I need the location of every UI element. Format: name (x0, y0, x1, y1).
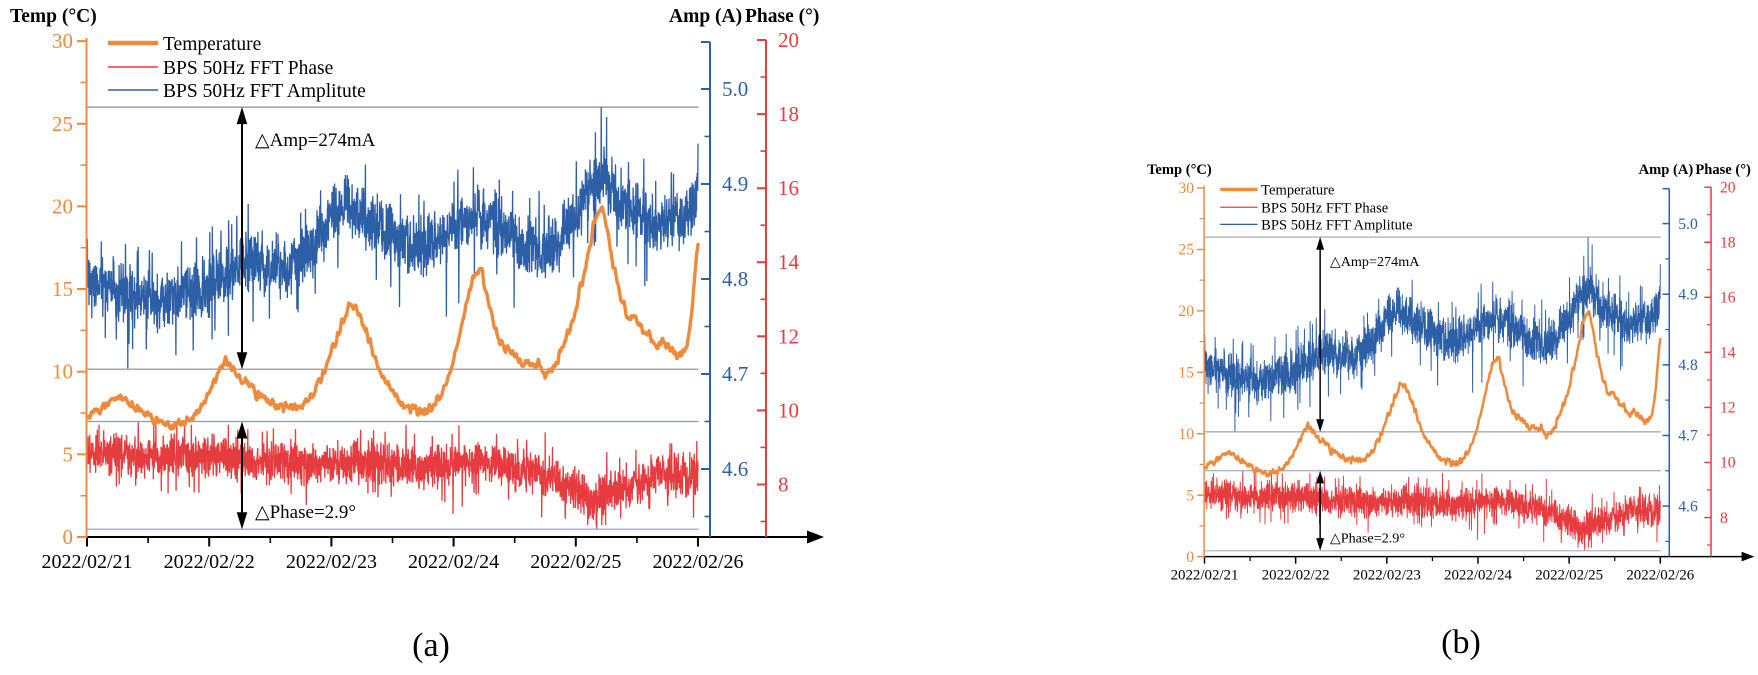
svg-text:(b): (b) (1441, 624, 1481, 661)
svg-text:(a): (a) (412, 627, 450, 664)
